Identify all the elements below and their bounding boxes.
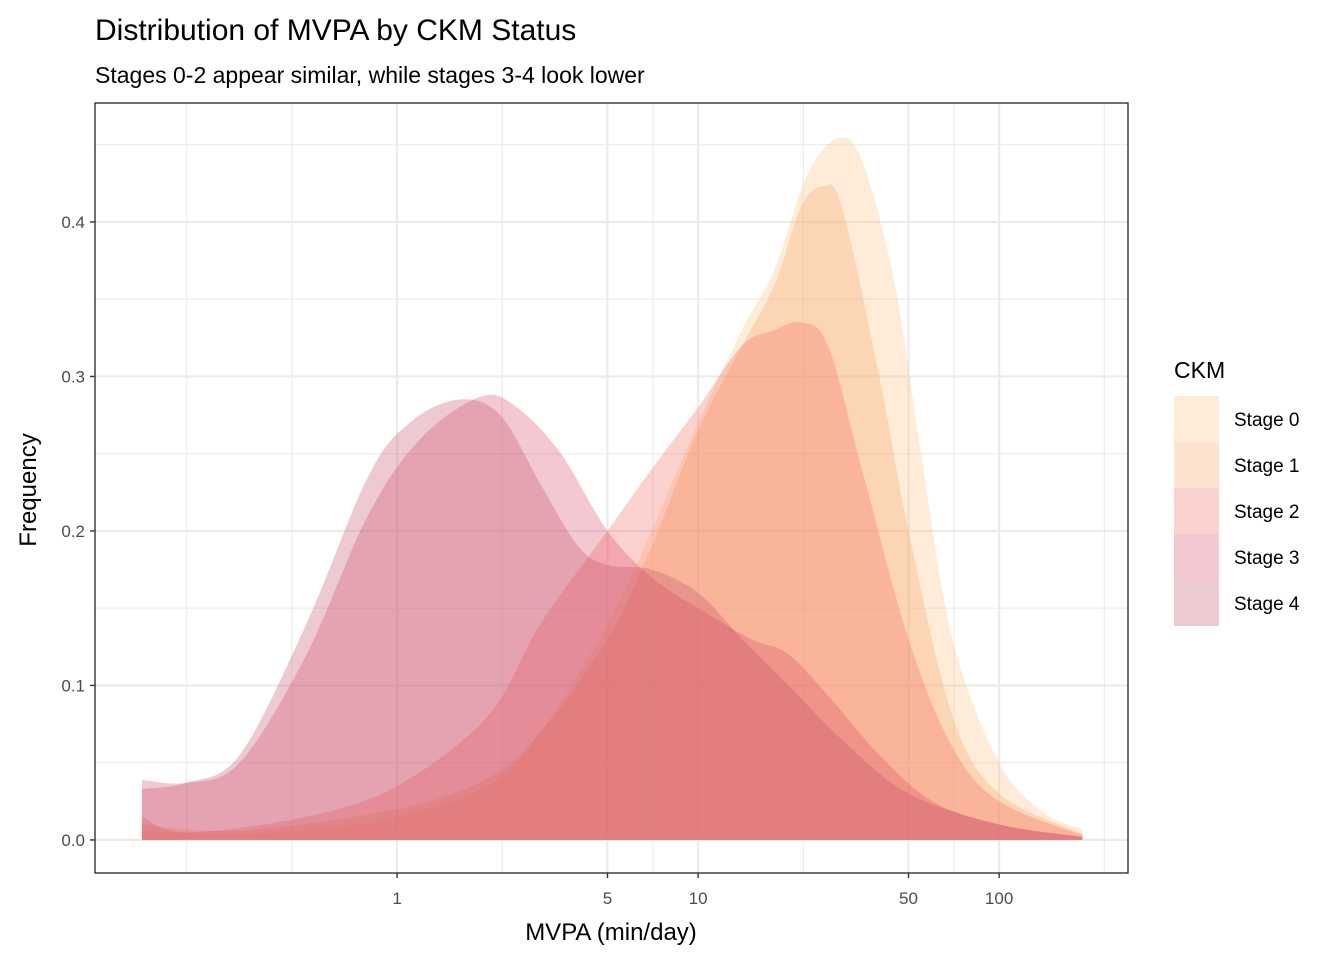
x-tick-label: 5 [603, 889, 612, 908]
panel-border [94, 102, 1129, 874]
legend-item: Stage 4 [1174, 580, 1300, 626]
x-tick-label: 10 [689, 889, 708, 908]
density-areas [141, 137, 1083, 840]
density-area-stage-4 [141, 399, 1083, 840]
legend-key-background [1174, 580, 1219, 626]
minor-gridlines [95, 103, 1128, 873]
legend-key-background [1174, 534, 1219, 580]
panel-background [95, 103, 1128, 873]
legend-label: Stage 2 [1234, 502, 1300, 523]
legend-key-swatch [1174, 534, 1219, 580]
legend-key-swatch [1174, 488, 1219, 534]
x-tick-label: 1 [392, 889, 401, 908]
legend-item: Stage 0 [1174, 396, 1300, 442]
density-area-stage-1 [141, 184, 1083, 840]
x-tick-label: 100 [985, 889, 1013, 908]
density-area-stage-0 [141, 137, 1083, 840]
chart-title: Distribution of MVPA by CKM Status [95, 14, 576, 47]
x-axis: 1 5 10 50 100 [392, 873, 1013, 908]
major-gridlines [95, 103, 1128, 873]
y-tick-label: 0.3 [61, 367, 85, 386]
legend-item: Stage 3 [1174, 534, 1300, 580]
density-area-stage-2 [141, 321, 1083, 840]
plot-panel [94, 102, 1129, 874]
legend-key-swatch [1174, 442, 1219, 488]
legend-title: CKM [1174, 357, 1225, 383]
y-tick-label: 0.0 [61, 831, 85, 850]
x-tick-label: 50 [899, 889, 918, 908]
legend-item: Stage 1 [1174, 442, 1300, 488]
x-axis-title: MVPA (min/day) [525, 919, 697, 946]
legend-item: Stage 2 [1174, 488, 1300, 534]
legend-key-swatch [1174, 580, 1219, 626]
legend: CKM Stage 0 Stage 1 Stage 2 Stage 3 Stage 4 [1174, 357, 1300, 626]
legend-label: Stage 4 [1234, 594, 1300, 615]
legend-key-swatch [1174, 396, 1219, 442]
y-tick-label: 0.2 [61, 522, 85, 541]
y-axis: 0.0 0.1 0.2 0.3 0.4 [61, 213, 95, 850]
legend-label: Stage 0 [1234, 410, 1300, 431]
density-area-stage-3 [141, 394, 1083, 840]
legend-key-background [1174, 396, 1219, 442]
legend-label: Stage 3 [1234, 548, 1300, 569]
legend-key-background [1174, 488, 1219, 534]
legend-key-background [1174, 442, 1219, 488]
y-tick-label: 0.1 [61, 676, 85, 695]
y-tick-label: 0.4 [61, 213, 85, 232]
chart-subtitle: Stages 0-2 appear similar, while stages … [95, 62, 645, 88]
legend-label: Stage 1 [1234, 456, 1300, 477]
y-axis-title: Frequency [15, 433, 42, 546]
legend-items: Stage 0 Stage 1 Stage 2 Stage 3 Stage 4 [1174, 396, 1300, 626]
